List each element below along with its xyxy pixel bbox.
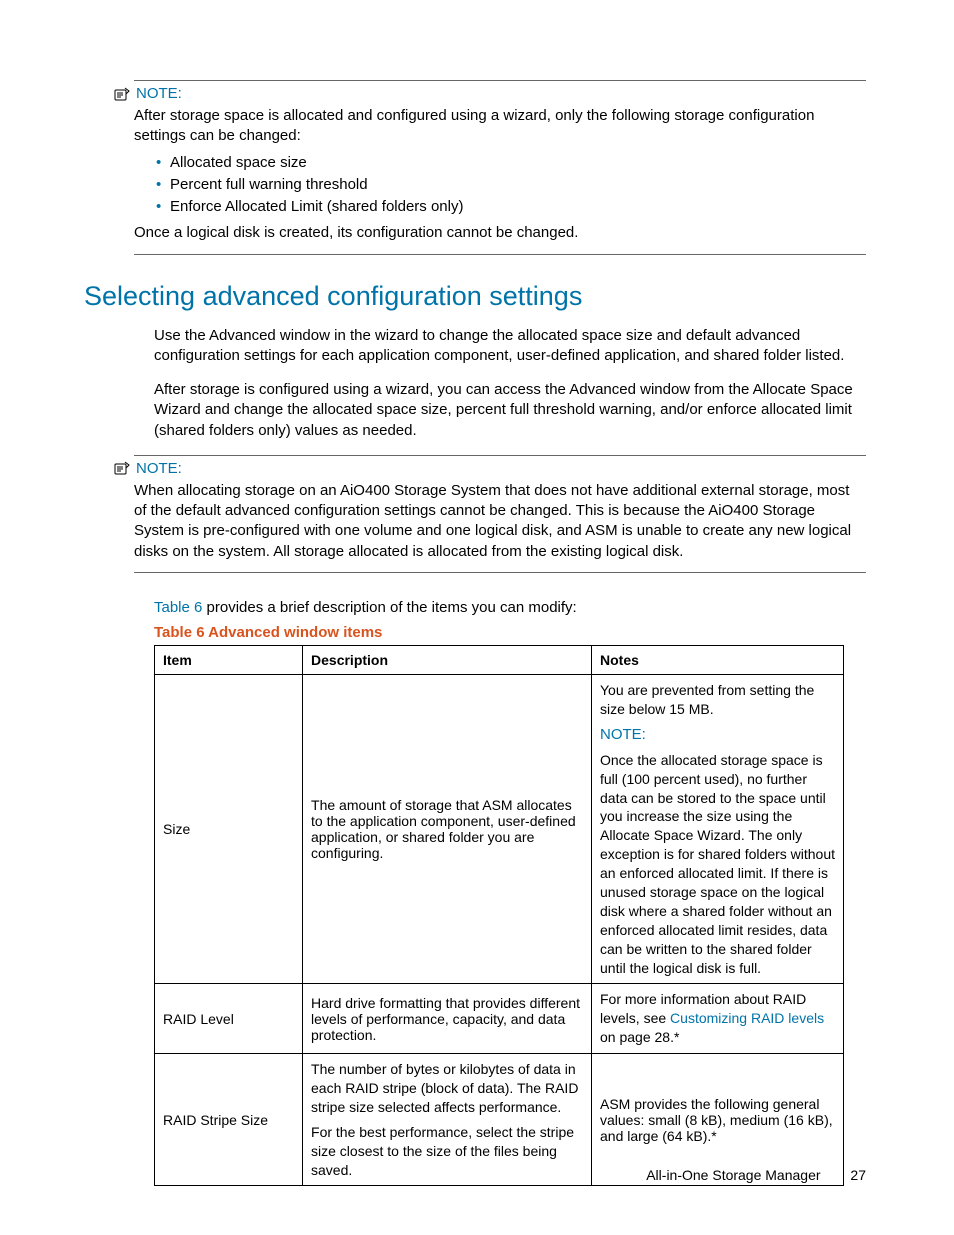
note-header: NOTE: <box>114 460 866 477</box>
table-header-item: Item <box>155 645 303 674</box>
cell-item: Size <box>155 674 303 984</box>
table-header-row: Item Description Notes <box>155 645 844 674</box>
note-bullet: Percent full warning threshold <box>156 175 866 195</box>
note-icon <box>114 461 130 475</box>
page-footer: All-in-One Storage Manager 27 <box>646 1167 866 1183</box>
table-reference: Table 6 provides a brief description of … <box>154 599 866 616</box>
note-header: NOTE: <box>114 85 866 102</box>
cell-item: RAID Stripe Size <box>155 1054 303 1186</box>
cell-desc: Hard drive formatting that provides diff… <box>303 984 592 1054</box>
notes-link[interactable]: Customizing RAID levels <box>670 1010 824 1026</box>
body-paragraph: Use the Advanced window in the wizard to… <box>154 326 866 367</box>
note-bullet: Allocated space size <box>156 153 866 173</box>
note-outro: Once a logical disk is created, its conf… <box>134 223 866 243</box>
footer-doc-title: All-in-One Storage Manager <box>646 1167 820 1183</box>
table-header-desc: Description <box>303 645 592 674</box>
body-paragraph: After storage is configured using a wiza… <box>154 380 866 441</box>
desc-p1: The number of bytes or kilobytes of data… <box>311 1060 583 1117</box>
note-block-2: NOTE: When allocating storage on an AiO4… <box>134 455 866 573</box>
table-header-notes: Notes <box>592 645 844 674</box>
note-label: NOTE: <box>136 85 182 102</box>
advanced-items-table: Item Description Notes Size The amount o… <box>154 645 844 1187</box>
table-ref-link[interactable]: Table 6 <box>154 599 202 616</box>
note-bullet-list: Allocated space size Percent full warnin… <box>156 153 866 218</box>
note-body: After storage space is allocated and con… <box>134 106 866 244</box>
note-block-1: NOTE: After storage space is allocated a… <box>134 80 866 255</box>
desc-p2: For the best performance, select the str… <box>311 1123 583 1180</box>
cell-notes: You are prevented from setting the size … <box>592 674 844 984</box>
table-row: RAID Level Hard drive formatting that pr… <box>155 984 844 1054</box>
note-intro: After storage space is allocated and con… <box>134 106 866 147</box>
notes-suffix: on page 28.* <box>600 1029 679 1045</box>
cell-notes: For more information about RAID levels, … <box>592 984 844 1054</box>
note-icon <box>114 87 130 101</box>
cell-item: RAID Level <box>155 984 303 1054</box>
cell-desc: The amount of storage that ASM allocates… <box>303 674 592 984</box>
table-row: Size The amount of storage that ASM allo… <box>155 674 844 984</box>
note-bullet: Enforce Allocated Limit (shared folders … <box>156 197 866 217</box>
footer-page-number: 27 <box>850 1167 866 1183</box>
notes-pre: You are prevented from setting the size … <box>600 681 835 719</box>
table-ref-text: provides a brief description of the item… <box>202 599 576 616</box>
notes-body: Once the allocated storage space is full… <box>600 751 835 978</box>
note-body: When allocating storage on an AiO400 Sto… <box>134 481 866 562</box>
inline-note-label: NOTE: <box>600 725 835 745</box>
table-caption: Table 6 Advanced window items <box>154 624 866 641</box>
section-heading: Selecting advanced configuration setting… <box>84 281 866 312</box>
cell-desc: The number of bytes or kilobytes of data… <box>303 1054 592 1186</box>
note-label: NOTE: <box>136 460 182 477</box>
